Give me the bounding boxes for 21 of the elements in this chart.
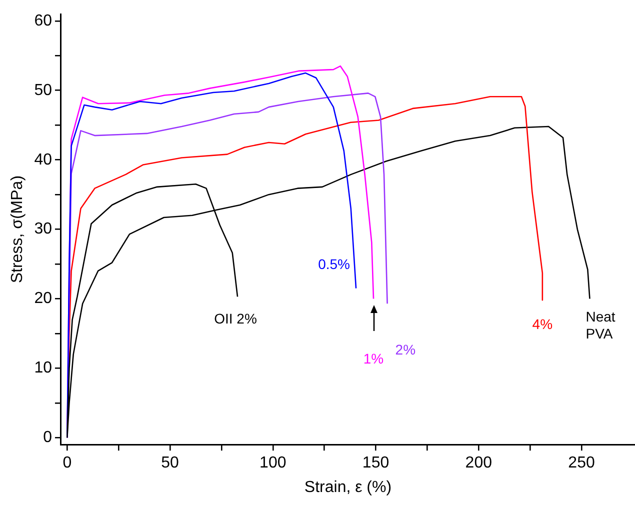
x-tick-label: 50 xyxy=(161,454,180,472)
series-label: Neat PVA xyxy=(586,308,616,342)
y-tick-label: 0 xyxy=(43,429,52,446)
y-tick-label: 30 xyxy=(34,220,52,238)
y-tick-label: 20 xyxy=(34,290,52,308)
y-axis-title: Stress, σ(MPa) xyxy=(9,175,26,284)
x-tick-label: 250 xyxy=(568,454,595,472)
y-tick-label: 40 xyxy=(34,151,52,168)
series-label: 0.5% xyxy=(318,256,350,272)
y-tick-label: 50 xyxy=(34,82,52,99)
text: 2% xyxy=(395,341,416,358)
x-tick-label: 200 xyxy=(465,454,492,472)
y-tick-label: 10 xyxy=(34,360,52,377)
x-axis-title: Strain, ε (%) xyxy=(304,478,392,496)
series-label: OII 2% xyxy=(214,310,257,327)
x-tick-label: 0 xyxy=(62,454,72,472)
y-tick-label: 60 xyxy=(34,12,52,30)
text: 1% xyxy=(363,350,384,367)
series-label: 4% xyxy=(532,316,553,332)
x-tick-label: 100 xyxy=(260,454,286,472)
x-tick-label: 150 xyxy=(362,454,390,472)
